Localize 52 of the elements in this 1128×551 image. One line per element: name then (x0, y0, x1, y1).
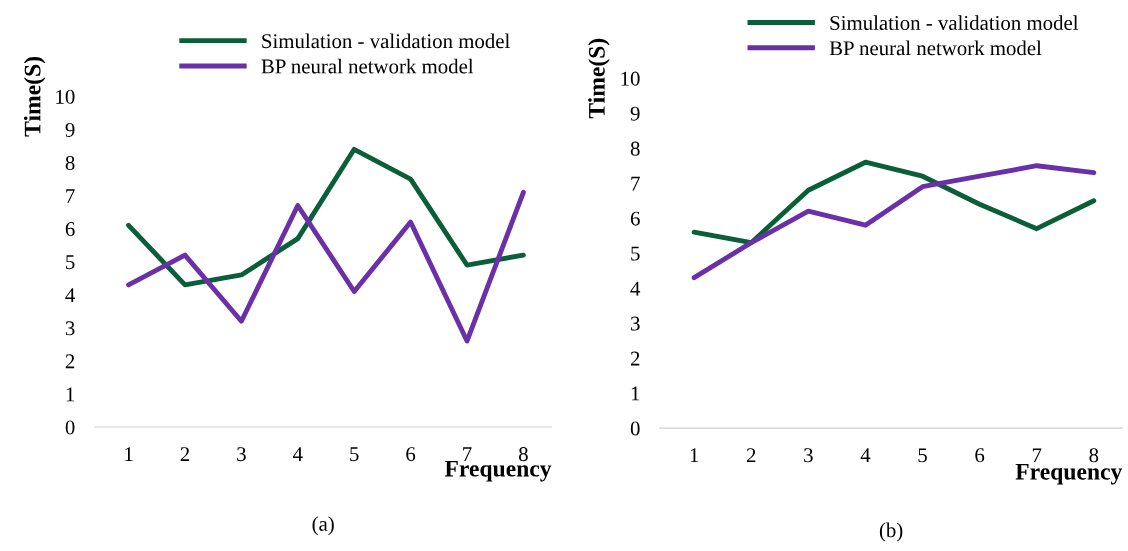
y-tick-label: 1 (66, 387, 75, 402)
y-tick-label: 7 (66, 189, 75, 203)
x-tick-label: 2 (180, 447, 190, 461)
x-tick-label: 6 (406, 447, 416, 462)
legend-label: Simulation - validation model (262, 33, 510, 49)
legend-label: BP neural network model (829, 40, 1042, 56)
y-tick-label: 10 (621, 71, 640, 86)
y-tick-label: 2 (65, 354, 75, 369)
x-tick-label: 6 (975, 448, 985, 463)
x-tick-label: 1 (125, 447, 133, 461)
y-tick-label: 1 (631, 386, 640, 401)
text: (a) (312, 516, 334, 536)
y-tick-label: 9 (630, 106, 640, 121)
y-tick-label: 10 (56, 89, 75, 104)
text: (b) (879, 522, 903, 542)
y-axis-title: Time(S) (588, 38, 610, 119)
y-tick-label: 8 (630, 141, 640, 156)
y-tick-label: 9 (65, 122, 75, 137)
x-tick-label: 5 (350, 447, 359, 462)
y-tick-label: 0 (630, 421, 640, 436)
x-axis-title: Frequency (1015, 463, 1123, 485)
line-series (691, 163, 1097, 281)
x-tick-label: 4 (292, 447, 303, 461)
y-tick-label: 0 (65, 420, 75, 435)
y-axis-title: Time(S) (23, 57, 46, 137)
x-axis-title: Frequency (444, 460, 552, 482)
x-tick-label: 2 (746, 448, 756, 463)
y-tick-label: 4 (630, 281, 641, 296)
x-tick-label: 8 (1089, 448, 1099, 463)
y-tick-label: 2 (630, 351, 640, 366)
x-tick-label: 3 (237, 447, 246, 462)
legend-label: Simulation - validation model (830, 15, 1079, 30)
y-tick-label: 5 (631, 246, 640, 261)
y-tick-label: 3 (65, 321, 75, 336)
x-tick-label: 1 (690, 448, 699, 463)
legend-label: BP neural network model (261, 58, 474, 74)
y-tick-label: 4 (65, 288, 75, 303)
x-tick-label: 8 (518, 447, 528, 462)
x-tick-label: 7 (463, 447, 472, 461)
line-series (691, 159, 1097, 246)
line-series (126, 146, 526, 288)
y-tick-label: 7 (631, 176, 640, 191)
x-tick-label: 5 (918, 448, 927, 463)
line-series (126, 189, 526, 344)
y-tick-label: 8 (65, 155, 75, 170)
x-tick-label: 4 (860, 448, 871, 463)
x-tick-label: 3 (804, 448, 813, 463)
y-tick-label: 6 (630, 211, 640, 226)
y-tick-label: 6 (65, 222, 75, 237)
y-tick-label: 3 (631, 316, 640, 331)
y-tick-label: 5 (66, 255, 75, 270)
x-tick-label: 7 (1032, 448, 1042, 463)
